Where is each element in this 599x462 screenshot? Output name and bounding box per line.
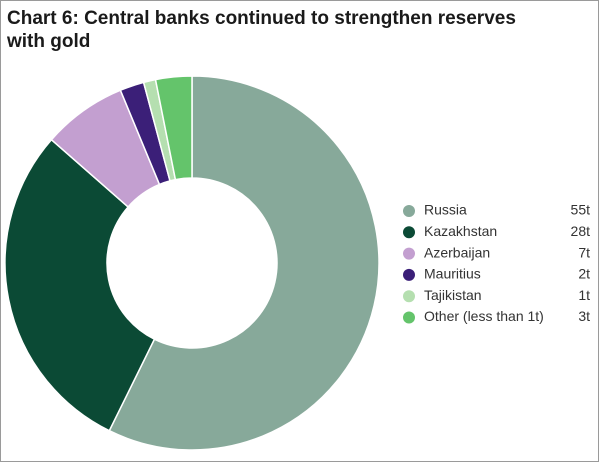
legend-value: 7t <box>578 244 590 260</box>
legend-swatch <box>403 247 415 260</box>
legend-swatch <box>403 226 415 239</box>
legend-label: Tajikistan <box>424 287 482 303</box>
legend-swatch <box>403 290 415 303</box>
legend-label: Azerbaijan <box>424 244 490 260</box>
legend-label: Mauritius <box>424 266 481 282</box>
legend-swatch <box>403 311 415 324</box>
legend-swatch <box>403 268 415 281</box>
legend-value: 2t <box>578 266 590 282</box>
legend-label: Other (less than 1t) <box>424 308 544 324</box>
chart-title: Chart 6: Central banks continued to stre… <box>7 8 516 52</box>
legend-value: 28t <box>571 223 591 239</box>
legend-swatch <box>403 205 415 217</box>
legend-value: 3t <box>578 308 590 324</box>
legend-value: 1t <box>578 287 590 303</box>
donut-slice <box>4 138 156 432</box>
donut-slice <box>154 75 193 181</box>
legend-value: 55t <box>571 202 591 218</box>
legend-label: Russia <box>424 202 467 218</box>
legend-label: Kazakhstan <box>424 223 497 239</box>
donut-slice <box>108 75 380 451</box>
